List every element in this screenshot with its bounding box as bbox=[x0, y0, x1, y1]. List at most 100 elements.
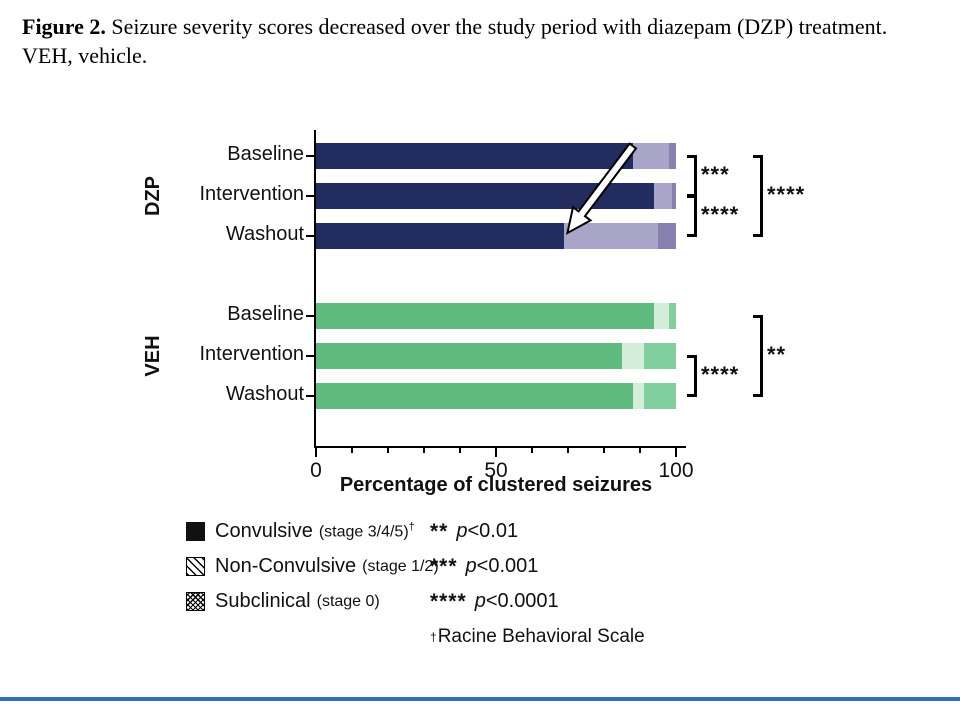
y-axis-tick bbox=[306, 155, 314, 157]
legend: Convulsive (stage 3/4/5)† Non-Convulsive (s… bbox=[186, 514, 439, 619]
category-label: Intervention bbox=[199, 343, 304, 365]
p-threshold: <0.01 bbox=[467, 520, 519, 542]
stars-label: ** bbox=[430, 519, 449, 543]
legend-item: Convulsive (stage 3/4/5)† bbox=[186, 514, 439, 549]
p-symbol: p bbox=[474, 590, 486, 612]
p-threshold: <0.0001 bbox=[485, 590, 559, 612]
stars-label: *** bbox=[430, 554, 458, 578]
x-axis-tick bbox=[531, 448, 533, 453]
x-tick-label: 50 bbox=[484, 459, 508, 482]
bar-segment bbox=[622, 343, 644, 369]
x-axis-tick bbox=[315, 448, 317, 457]
significance-bracket bbox=[753, 155, 763, 237]
x-axis-line bbox=[314, 446, 686, 448]
bar-segment bbox=[657, 223, 676, 249]
significance-bracket bbox=[687, 355, 697, 397]
x-axis-tick bbox=[567, 448, 569, 453]
y-axis-tick bbox=[306, 235, 314, 237]
stars-label: **** bbox=[430, 589, 467, 613]
bar-segment bbox=[632, 383, 644, 409]
x-axis-tick bbox=[639, 448, 641, 453]
x-axis-tick bbox=[351, 448, 353, 453]
racine-footnote: † Racine Behavioral Scale bbox=[430, 619, 645, 654]
p-value-row: ** p <0.01 bbox=[430, 514, 645, 549]
category-label: Washout bbox=[225, 383, 304, 405]
significance-stars: **** bbox=[767, 182, 806, 207]
figure-caption: Figure 2. Seizure severity scores decrea… bbox=[22, 12, 930, 71]
diagonal-swatch-icon bbox=[186, 557, 205, 576]
significance-key: ** p <0.01 *** p <0.001 **** p <0.0001 † Racine Be… bbox=[430, 514, 645, 654]
significance-stars: *** bbox=[701, 162, 730, 187]
category-label: Baseline bbox=[227, 303, 304, 325]
legend-item: Non-Convulsive (stage 1/2) bbox=[186, 549, 439, 584]
dense-swatch-icon bbox=[186, 592, 205, 611]
bar-segment bbox=[668, 143, 676, 169]
x-axis-tick bbox=[495, 448, 497, 457]
bar-segment bbox=[643, 383, 676, 409]
p-symbol: p bbox=[456, 520, 468, 542]
x-axis-tick bbox=[675, 448, 677, 457]
bar-segment bbox=[316, 343, 622, 369]
category-label: Washout bbox=[225, 223, 304, 245]
y-axis-tick bbox=[306, 395, 314, 397]
x-axis-label: Percentage of clustered seizures bbox=[339, 474, 653, 496]
bar-segment bbox=[654, 183, 673, 209]
significance-stars: ** bbox=[767, 342, 787, 367]
bar-segment bbox=[632, 143, 669, 169]
legend-stage: (stage 1/2) bbox=[362, 557, 439, 575]
dagger-icon: † bbox=[430, 629, 437, 644]
bar-veh-intervention bbox=[316, 343, 676, 369]
bar-veh-washout bbox=[316, 383, 676, 409]
significance-stars: **** bbox=[701, 362, 740, 387]
bar-segment bbox=[316, 383, 633, 409]
bar-segment bbox=[643, 343, 676, 369]
x-tick-label: 100 bbox=[658, 459, 694, 482]
legend-stage: (stage 0) bbox=[316, 592, 380, 610]
bar-segment bbox=[654, 303, 669, 329]
legend-label: Non-Convulsive bbox=[215, 555, 357, 577]
legend-stage: (stage 3/4/5)† bbox=[318, 521, 415, 541]
significance-bracket bbox=[687, 195, 697, 237]
category-label: Baseline bbox=[227, 143, 304, 165]
significance-bracket bbox=[687, 155, 697, 197]
y-axis-tick bbox=[306, 315, 314, 317]
figure-caption-label: Figure 2. bbox=[22, 14, 106, 39]
x-axis-tick bbox=[387, 448, 389, 453]
significance-stars: **** bbox=[701, 202, 740, 227]
stacked-bar-chart: Baseline Intervention Washout DZP *** **** ***… bbox=[142, 130, 804, 482]
category-label: Intervention bbox=[199, 183, 304, 205]
x-axis-tick bbox=[603, 448, 605, 453]
significance-bracket bbox=[753, 315, 763, 397]
bar-segment bbox=[564, 223, 658, 249]
bar-segment bbox=[316, 183, 655, 209]
legend-label: Convulsive bbox=[215, 520, 313, 542]
footnote-text: Racine Behavioral Scale bbox=[437, 625, 645, 647]
legend-item: Subclinical (stage 0) bbox=[186, 584, 439, 619]
bar-segment bbox=[316, 303, 655, 329]
bar-dzp-intervention bbox=[316, 183, 676, 209]
bar-segment bbox=[316, 143, 633, 169]
p-value-row: *** p <0.001 bbox=[430, 549, 645, 584]
bar-segment bbox=[668, 303, 676, 329]
dagger-icon: † bbox=[408, 521, 415, 534]
bar-segment bbox=[672, 183, 676, 209]
p-symbol: p bbox=[465, 555, 477, 577]
slide-footer-line bbox=[0, 697, 960, 701]
legend-label: Subclinical bbox=[215, 590, 311, 612]
p-value-row: **** p <0.0001 bbox=[430, 584, 645, 619]
bar-segment bbox=[316, 223, 565, 249]
figure-caption-text: Seizure severity scores decreased over t… bbox=[22, 14, 888, 69]
y-axis-tick bbox=[306, 195, 314, 197]
x-axis-tick bbox=[423, 448, 425, 453]
group-label-dzp: DZP bbox=[142, 176, 164, 216]
p-threshold: <0.001 bbox=[476, 555, 539, 577]
bar-dzp-washout bbox=[316, 223, 676, 249]
x-axis-tick bbox=[459, 448, 461, 453]
bar-veh-baseline bbox=[316, 303, 676, 329]
x-tick-label: 0 bbox=[310, 459, 322, 482]
y-axis-tick bbox=[306, 355, 314, 357]
bar-dzp-baseline bbox=[316, 143, 676, 169]
y-axis-line bbox=[314, 130, 316, 448]
solid-swatch-icon bbox=[186, 522, 205, 541]
